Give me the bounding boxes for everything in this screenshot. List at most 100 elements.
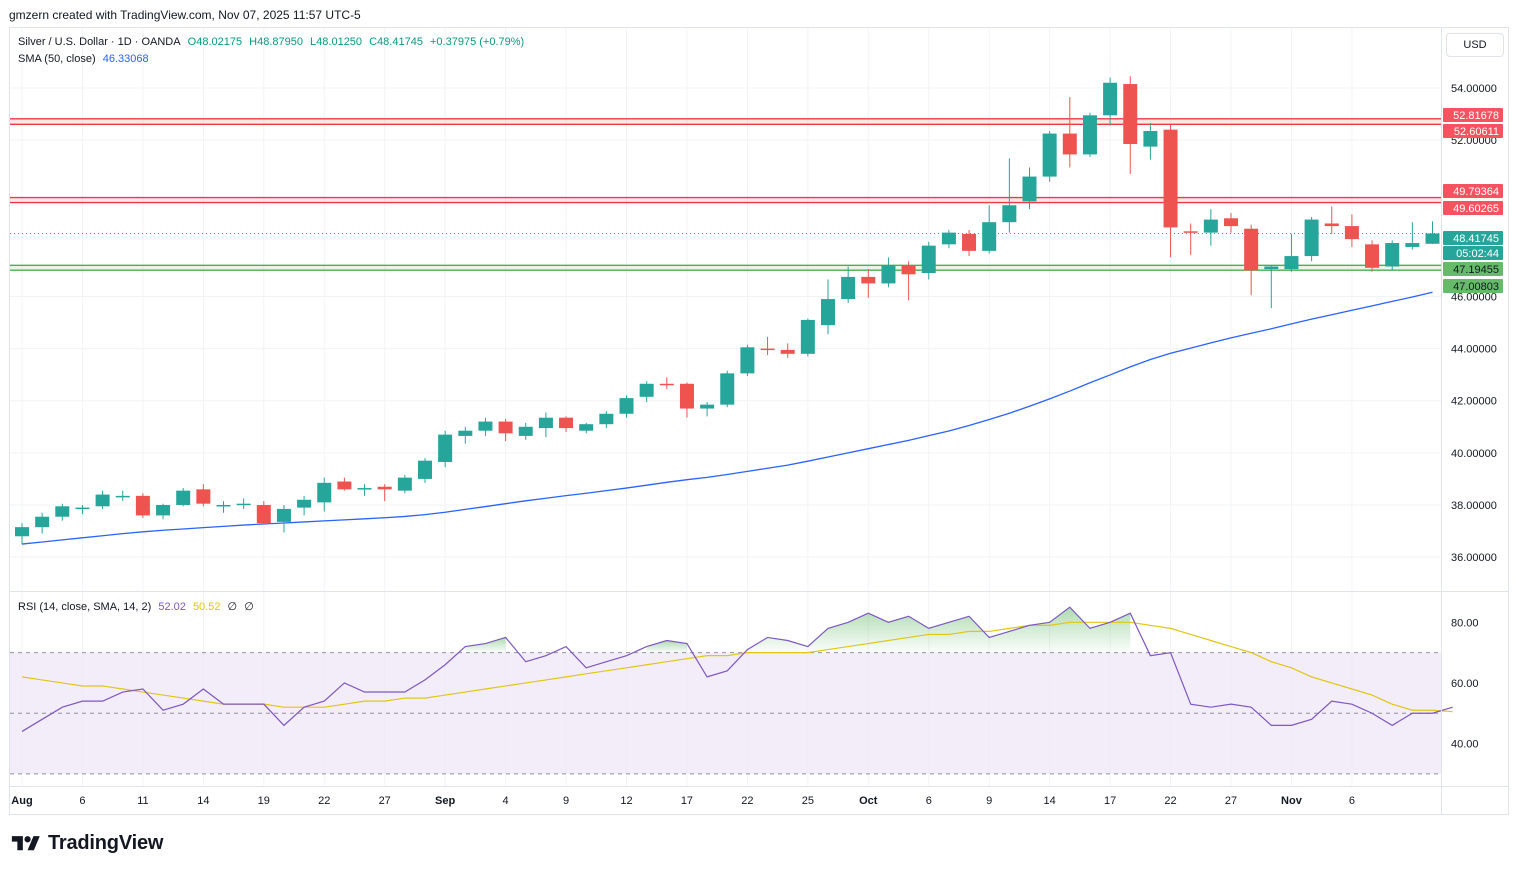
price-tick-label: 42.00000 bbox=[1451, 396, 1497, 408]
time-tick-label: 17 bbox=[681, 795, 693, 807]
price-tick-label: 46.00000 bbox=[1451, 291, 1497, 303]
candle bbox=[1224, 213, 1238, 233]
level-price-tag-text: 52.60611 bbox=[1454, 126, 1499, 138]
time-tick-label: 11 bbox=[137, 795, 148, 807]
candle-body bbox=[579, 424, 594, 431]
candle bbox=[135, 493, 150, 519]
sma-legend[interactable]: SMA (50, close) 46.33068 bbox=[18, 53, 153, 65]
candle bbox=[317, 477, 332, 512]
candle-body bbox=[1405, 243, 1420, 247]
candle bbox=[659, 377, 674, 389]
candle bbox=[941, 230, 956, 249]
time-tick-label: 9 bbox=[986, 795, 992, 807]
rsi-legend[interactable]: RSI (14, close, SMA, 14, 2) 52.02 50.52 … bbox=[18, 600, 258, 613]
candle bbox=[559, 416, 574, 433]
candle-body bbox=[498, 421, 513, 434]
candle-body bbox=[1042, 133, 1057, 177]
candle bbox=[700, 402, 715, 417]
candle-body bbox=[256, 504, 271, 524]
level-price-tag-text: 47.00803 bbox=[1453, 281, 1499, 293]
candle bbox=[256, 501, 271, 525]
candle bbox=[1022, 167, 1037, 210]
rsi-extra-1: ∅ bbox=[227, 601, 238, 613]
currency-selector[interactable]: USD bbox=[1446, 33, 1504, 57]
rsi-tick-label: 80.00 bbox=[1451, 617, 1479, 629]
countdown-tag-text: 05:02:44 bbox=[1456, 248, 1499, 260]
time-tick-label: 19 bbox=[258, 795, 270, 807]
candle bbox=[1405, 222, 1420, 250]
level-price-tag: 47.19455 bbox=[1443, 262, 1503, 276]
countdown-tag: 05:02:44 bbox=[1443, 246, 1503, 260]
time-tick-label: 6 bbox=[1349, 795, 1355, 807]
level-price-tag: 47.00803 bbox=[1443, 279, 1503, 293]
horizontal-levels-layer bbox=[10, 118, 1441, 271]
candle-body bbox=[921, 245, 936, 274]
candle-body bbox=[1344, 226, 1359, 240]
candle-body bbox=[1244, 228, 1259, 271]
candle-body bbox=[700, 404, 715, 409]
candle-body bbox=[559, 417, 574, 429]
candle bbox=[1143, 123, 1158, 160]
chart-frame[interactable] bbox=[9, 27, 1509, 815]
time-tick-label: 22 bbox=[318, 795, 330, 807]
candle bbox=[15, 523, 29, 545]
candle-body bbox=[982, 222, 997, 251]
time-tick-label: 22 bbox=[741, 795, 753, 807]
sma-layer bbox=[21, 291, 1433, 545]
candle-body bbox=[176, 490, 191, 505]
level-price-tag: 52.60611 bbox=[1443, 124, 1503, 138]
candle-body bbox=[458, 430, 473, 436]
price-tick-label: 54.00000 bbox=[1451, 83, 1497, 95]
candle bbox=[1304, 216, 1319, 262]
candle-body bbox=[418, 460, 432, 479]
level-price-tag-bg bbox=[1443, 262, 1503, 276]
candle bbox=[619, 395, 634, 418]
time-tick-label: 25 bbox=[802, 795, 814, 807]
candle-body bbox=[821, 299, 835, 326]
time-tick-label: 17 bbox=[1104, 795, 1116, 807]
candle-body bbox=[1203, 219, 1218, 233]
time-tick-label: 6 bbox=[79, 795, 85, 807]
candle-body bbox=[962, 233, 977, 251]
rsi-band-layer bbox=[10, 652, 1441, 775]
candle-body bbox=[861, 276, 876, 284]
candle bbox=[1344, 214, 1359, 247]
candle-body bbox=[15, 527, 29, 537]
candle bbox=[1385, 240, 1400, 271]
legend-low: L48.01250 bbox=[310, 36, 363, 48]
symbol-title[interactable]: Silver / U.S. Dollar · 1D · OANDA bbox=[18, 36, 181, 48]
candle-body bbox=[901, 265, 916, 275]
candle-body bbox=[881, 265, 896, 284]
candle bbox=[236, 498, 251, 509]
candle-body bbox=[357, 488, 372, 490]
candle-body bbox=[75, 507, 90, 510]
sma-line bbox=[21, 291, 1433, 545]
legend-change: +0.37975 (+0.79%) bbox=[430, 36, 525, 48]
logo-text: TradingView bbox=[48, 832, 164, 854]
rsi-overbought-fill bbox=[747, 607, 1131, 653]
candle bbox=[75, 504, 90, 515]
candle bbox=[720, 370, 735, 408]
candle bbox=[760, 336, 775, 356]
level-zone-resistance bbox=[10, 118, 1441, 125]
created-by-header: gmzern created with TradingView.com, Nov… bbox=[9, 8, 361, 22]
time-tick-label: 27 bbox=[379, 795, 391, 807]
candle bbox=[418, 458, 432, 483]
rsi-sma-value: 50.52 bbox=[192, 601, 221, 613]
candle-body bbox=[276, 508, 291, 522]
candle bbox=[438, 430, 453, 468]
candle bbox=[901, 261, 916, 301]
level-price-tag-text: 47.19455 bbox=[1453, 264, 1499, 276]
candle-body bbox=[538, 417, 553, 429]
candle bbox=[95, 490, 110, 509]
candle bbox=[1082, 112, 1097, 158]
level-price-tag-text: 49.79364 bbox=[1453, 186, 1499, 198]
level-price-tag: 49.79364 bbox=[1443, 184, 1503, 198]
candle bbox=[1324, 206, 1339, 234]
candle bbox=[861, 269, 876, 298]
level-price-tag-text: 52.81678 bbox=[1453, 110, 1499, 122]
candle-body bbox=[236, 503, 251, 506]
candle-body bbox=[196, 489, 211, 504]
tradingview-logo[interactable]: TradingView bbox=[10, 832, 163, 855]
